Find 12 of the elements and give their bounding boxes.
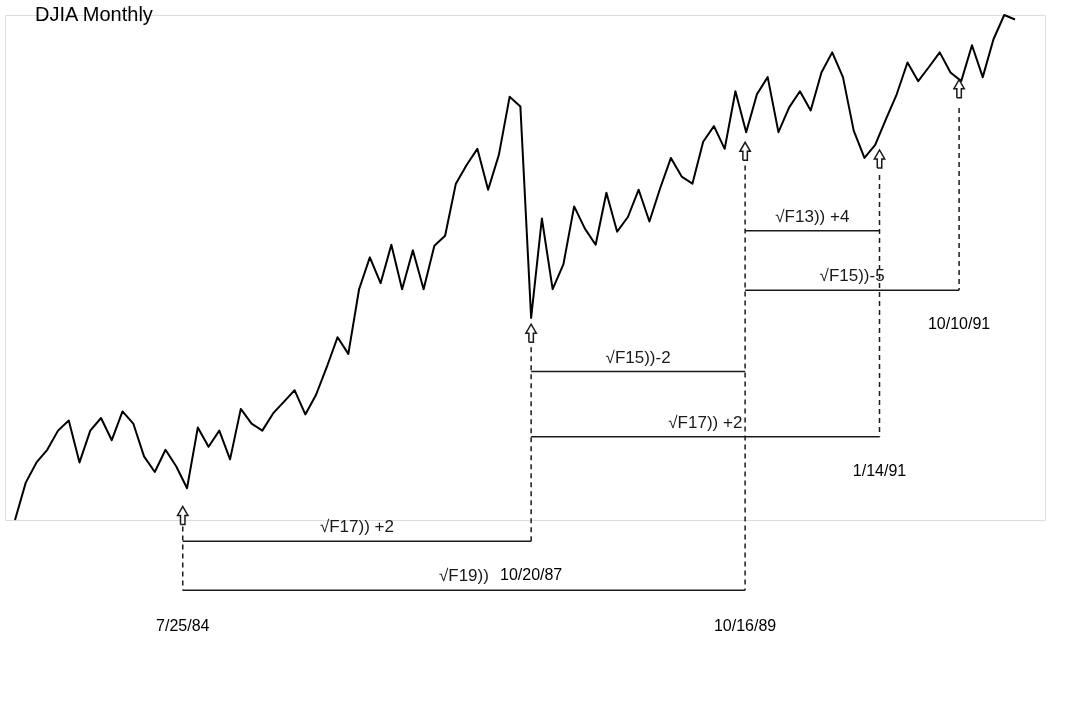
annotation: √F17)) +2 — [319, 517, 394, 537]
chart-title: DJIA Monthly — [35, 3, 153, 25]
text: √F19)) — [438, 566, 489, 586]
text: 10/20/87 — [499, 566, 563, 584]
annotation: √F15))-5 — [819, 266, 885, 286]
annotation: √F17)) +2 — [668, 412, 743, 432]
text: 7/25/84 — [156, 617, 210, 635]
annotation: √F13)) +4 — [775, 206, 850, 226]
annotation: 10/10/91 — [927, 315, 991, 333]
annotation: 1/14/91 — [852, 461, 907, 479]
text: 10/16/89 — [713, 617, 777, 635]
annotation: √F15))-2 — [605, 347, 671, 367]
